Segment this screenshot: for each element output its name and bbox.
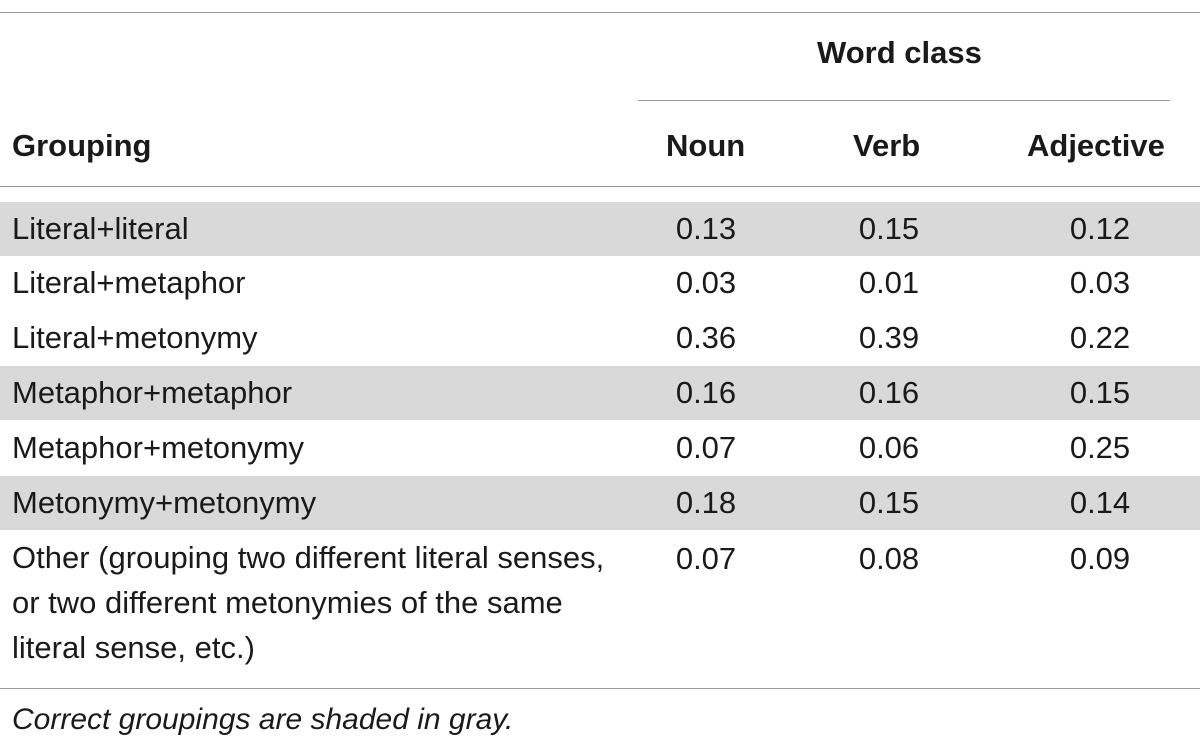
table-row: Literal+literal 0.13 0.15 0.12 — [0, 202, 1200, 256]
adjective-cell: 0.25 — [1069, 430, 1131, 465]
verb-cell: 0.15 — [858, 211, 920, 246]
table-row: Literal+metonymy 0.36 0.39 0.22 — [0, 311, 1200, 365]
adjective-cell: 0.22 — [1069, 320, 1131, 355]
verb-cell: 0.39 — [858, 320, 920, 355]
grouping-header: Grouping — [12, 128, 152, 163]
adjective-cell: 0.09 — [1069, 541, 1131, 576]
word-class-header: Word class — [817, 35, 982, 70]
verb-cell: 0.06 — [858, 430, 920, 465]
adjective-cell: 0.15 — [1069, 375, 1131, 410]
verb-cell: 0.16 — [858, 375, 920, 410]
grouping-cell: Metonymy+metonymy — [12, 485, 317, 520]
adjective-cell: 0.03 — [1069, 265, 1131, 300]
grouping-cell: Literal+metonymy — [12, 320, 258, 355]
verb-cell: 0.01 — [858, 265, 920, 300]
verb-header: Verb — [853, 128, 921, 163]
noun-cell: 0.16 — [675, 375, 737, 410]
word-class-rule — [638, 100, 1170, 101]
table-row: Metaphor+metaphor 0.16 0.16 0.15 — [0, 366, 1200, 420]
grouping-cell: Metaphor+metaphor — [12, 375, 293, 410]
grouping-cell: Literal+literal — [12, 211, 189, 246]
verb-cell: 0.08 — [858, 541, 920, 576]
table-row: Literal+metaphor 0.03 0.01 0.03 — [0, 256, 1200, 310]
table-bottom-rule — [0, 688, 1200, 689]
table-top-rule — [0, 12, 1200, 13]
adjective-cell: 0.14 — [1069, 485, 1131, 520]
table-row: Metaphor+metonymy 0.07 0.06 0.25 — [0, 421, 1200, 475]
noun-cell: 0.07 — [675, 430, 737, 465]
grouping-cell: Other (grouping two different literal se… — [12, 540, 605, 665]
noun-header: Noun — [666, 128, 746, 163]
noun-cell: 0.07 — [675, 541, 737, 576]
noun-cell: 0.13 — [675, 211, 737, 246]
grouping-cell: Metaphor+metonymy — [12, 430, 305, 465]
noun-cell: 0.36 — [675, 320, 737, 355]
adjective-cell: 0.12 — [1069, 211, 1131, 246]
table-footnote: Correct groupings are shaded in gray. — [12, 703, 514, 736]
table-row: Metonymy+metonymy 0.18 0.15 0.14 — [0, 476, 1200, 530]
adjective-header: Adjective — [1027, 128, 1165, 163]
header-bottom-rule — [0, 186, 1200, 187]
noun-cell: 0.03 — [675, 265, 737, 300]
table-row: Other (grouping two different literal se… — [0, 532, 1200, 672]
noun-cell: 0.18 — [675, 485, 737, 520]
verb-cell: 0.15 — [858, 485, 920, 520]
grouping-cell: Literal+metaphor — [12, 265, 246, 300]
